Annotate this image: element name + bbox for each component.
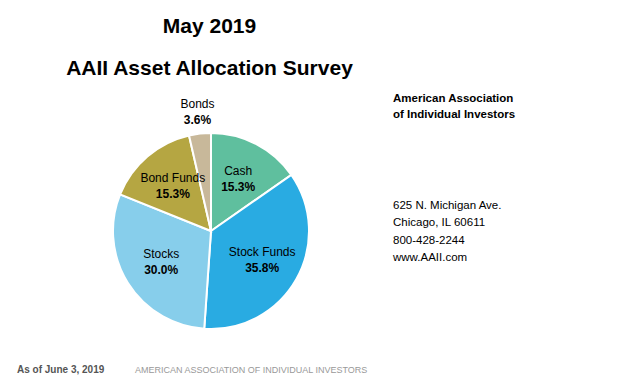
html-text:AAII Asset Allocation Survey: AAII Asset Allocation Survey: [66, 56, 353, 79]
html-text:AMERICAN ASSOCIATION OF INDIVI: AMERICAN ASSOCIATION OF INDIVIDUAL INVES…: [135, 365, 368, 375]
svg-text:Stock Funds: Stock Funds: [229, 245, 296, 259]
svg-text:35.8%: 35.8%: [245, 261, 279, 275]
html-text:May 2019: May 2019: [162, 14, 257, 37]
html-text:As of June 3, 2019: As of June 3, 2019: [17, 364, 105, 375]
html-text:625 N. Michigan Ave. Chicago,: 625 N. Michigan Ave. Chicago, IL 60611 8…: [393, 199, 502, 263]
svg-text:Bond Funds: Bond Funds: [140, 171, 205, 185]
svg-text:15.3%: 15.3%: [156, 187, 190, 201]
svg-text:Stocks: Stocks: [143, 247, 179, 261]
html-text:American Association of Indivi: American Association of Individual Inves…: [393, 92, 516, 121]
svg-text:Cash: Cash: [224, 164, 252, 178]
svg-text:Bonds: Bonds: [180, 97, 214, 111]
svg-text:3.6%: 3.6%: [184, 113, 212, 127]
svg-text:30.0%: 30.0%: [144, 263, 178, 277]
svg-text:15.3%: 15.3%: [221, 180, 255, 194]
